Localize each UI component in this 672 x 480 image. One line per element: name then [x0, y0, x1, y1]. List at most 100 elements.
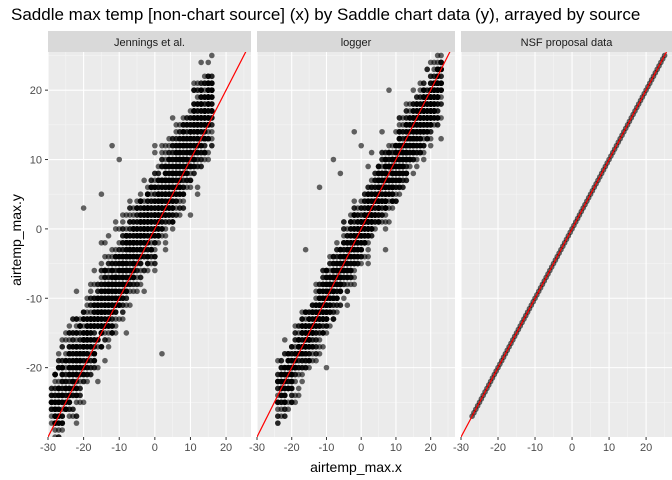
data-point	[278, 413, 285, 419]
data-point	[127, 302, 133, 308]
data-point	[344, 302, 351, 308]
data-point	[166, 156, 172, 163]
data-point	[403, 177, 410, 184]
data-point	[119, 219, 126, 225]
data-point	[98, 267, 105, 274]
data-point	[159, 184, 165, 191]
data-point	[166, 163, 172, 170]
data-point	[382, 149, 389, 156]
data-point	[141, 177, 147, 184]
data-point	[55, 385, 62, 392]
data-point	[299, 330, 305, 336]
data-point	[173, 122, 180, 128]
data-point	[173, 198, 180, 204]
points-group	[275, 52, 444, 426]
data-point	[95, 344, 101, 350]
data-point	[63, 378, 69, 385]
data-point	[130, 205, 137, 211]
data-point	[84, 337, 90, 343]
data-point	[98, 239, 105, 246]
data-point	[152, 142, 158, 149]
data-point	[155, 205, 162, 211]
data-point	[162, 198, 169, 204]
data-point	[209, 52, 215, 59]
data-point	[205, 73, 212, 80]
x-tick-label: 0	[152, 442, 158, 454]
data-point	[365, 246, 371, 253]
data-point	[420, 80, 427, 87]
data-point	[144, 198, 151, 204]
data-point	[119, 316, 126, 322]
data-point	[184, 170, 190, 177]
data-point	[194, 156, 201, 163]
data-point	[84, 378, 90, 385]
data-point	[341, 295, 347, 302]
data-point	[95, 364, 101, 371]
data-point	[66, 323, 73, 329]
data-point	[198, 122, 204, 128]
data-point	[137, 274, 144, 281]
data-point	[116, 281, 123, 288]
data-point	[201, 80, 208, 87]
x-tick-label: -30	[40, 442, 56, 454]
data-point	[52, 413, 58, 419]
data-point	[191, 163, 197, 170]
data-point	[80, 205, 87, 211]
data-point	[191, 170, 197, 177]
data-point	[105, 233, 112, 239]
data-point	[134, 219, 140, 225]
data-point	[194, 135, 201, 142]
data-point	[299, 378, 305, 385]
data-point	[365, 163, 371, 170]
data-point	[427, 142, 434, 149]
data-point	[84, 295, 90, 302]
data-point	[320, 344, 326, 350]
data-point	[320, 274, 326, 281]
data-point	[162, 246, 169, 253]
data-point	[91, 281, 98, 288]
data-point	[152, 246, 158, 253]
data-point	[73, 413, 80, 419]
data-point	[281, 392, 288, 399]
data-point	[134, 288, 140, 295]
data-point	[127, 198, 133, 204]
data-point	[431, 66, 437, 73]
data-point	[134, 246, 140, 253]
facet-strip	[48, 31, 251, 52]
data-point	[87, 316, 94, 322]
data-point	[102, 309, 108, 315]
data-point	[166, 219, 172, 225]
x-tick-label: 10	[184, 442, 196, 454]
data-point	[137, 198, 144, 204]
data-point	[205, 135, 212, 142]
facet-strip-label: logger	[341, 37, 372, 49]
data-point	[205, 59, 212, 66]
data-point	[198, 87, 204, 93]
data-point	[127, 212, 133, 218]
data-point	[417, 149, 424, 156]
data-point	[95, 323, 101, 329]
data-point	[194, 80, 201, 87]
data-point	[180, 128, 187, 135]
data-point	[334, 239, 340, 246]
data-point	[209, 108, 215, 114]
data-point	[413, 156, 420, 163]
data-point	[70, 316, 76, 322]
data-point	[365, 260, 371, 267]
data-point	[152, 267, 158, 274]
data-point	[70, 350, 76, 357]
facet-strip-label: Jennings et al.	[114, 37, 185, 49]
data-point	[73, 392, 80, 399]
data-point	[49, 455, 55, 461]
data-point	[123, 233, 130, 239]
data-point	[302, 357, 309, 364]
data-point	[159, 350, 165, 357]
data-point	[127, 219, 133, 225]
data-point	[109, 260, 115, 267]
data-point	[379, 128, 385, 135]
data-point	[361, 239, 368, 246]
data-point	[73, 337, 80, 343]
data-point	[109, 142, 115, 149]
data-point	[176, 142, 183, 149]
data-point	[187, 212, 194, 218]
